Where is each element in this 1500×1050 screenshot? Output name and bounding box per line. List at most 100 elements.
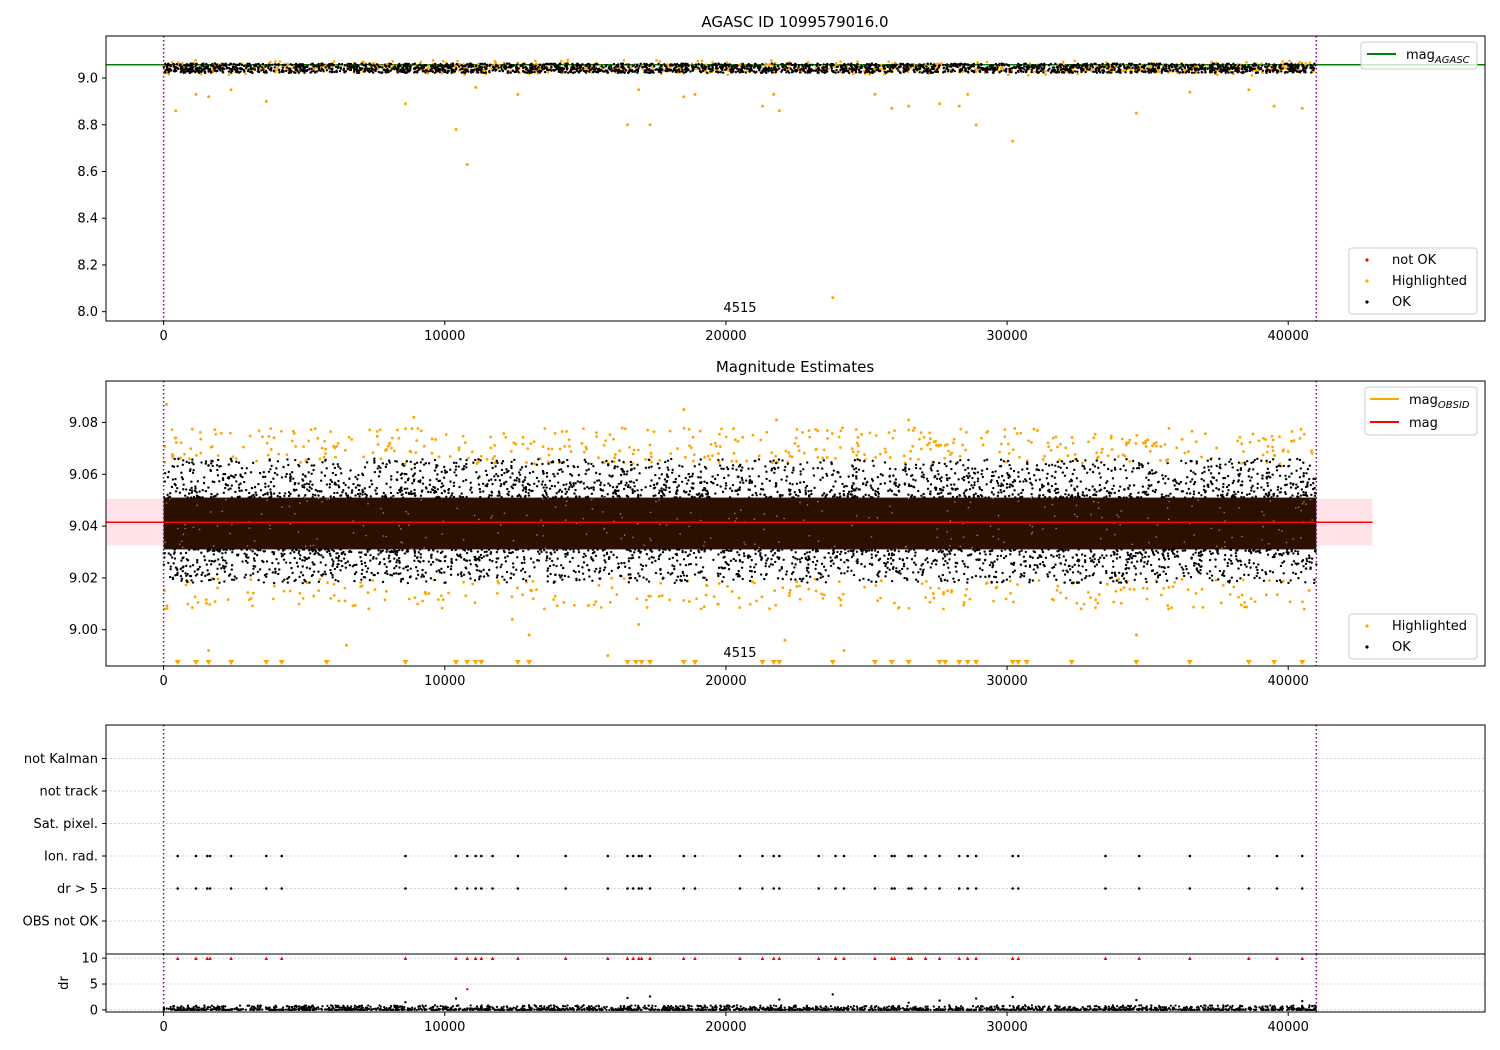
highlighted-point — [696, 59, 700, 63]
ok-point — [623, 67, 626, 70]
ok-point — [699, 70, 703, 74]
ok-point — [404, 64, 408, 67]
ok-point — [790, 63, 793, 67]
ok-point — [1005, 63, 1008, 66]
ok-point — [985, 458, 989, 461]
ok-point — [488, 63, 492, 67]
ok-point — [399, 68, 402, 72]
ok-point — [565, 64, 568, 68]
highlighted-point — [708, 458, 712, 461]
highlighted-point — [774, 603, 778, 607]
ok-point — [721, 580, 724, 583]
ok-point — [1265, 71, 1268, 75]
highlighted-point — [1302, 432, 1306, 436]
ok-point — [1236, 70, 1239, 74]
highlighted-point — [496, 579, 500, 583]
highlighted-point — [1109, 436, 1113, 440]
highlighted-point — [597, 456, 600, 460]
ok-point — [882, 66, 886, 69]
ok-point — [675, 70, 678, 73]
ok-point — [1094, 67, 1097, 71]
highlighted-point — [414, 451, 418, 455]
ok-point — [1024, 478, 1027, 481]
ok-point — [561, 578, 564, 581]
ok-point — [853, 468, 856, 471]
highlighted-point — [531, 597, 535, 601]
highlighted-point — [457, 448, 461, 452]
highlighted-point — [1094, 606, 1097, 610]
ok-point — [212, 495, 215, 498]
ok-point — [962, 464, 965, 467]
highlighted-point — [1051, 436, 1055, 440]
ok-point — [472, 69, 475, 72]
ok-point — [257, 66, 260, 69]
ok-point — [983, 550, 986, 553]
highlighted-point — [251, 604, 254, 608]
ok-point — [246, 62, 249, 66]
highlighted-point — [814, 589, 818, 593]
ok-point — [1054, 464, 1057, 467]
ok-point — [1203, 68, 1207, 71]
ok-point — [210, 70, 213, 74]
highlighted-point — [199, 437, 203, 441]
ok-point — [1135, 560, 1139, 563]
ok-point — [1294, 63, 1297, 66]
ok-point — [1082, 63, 1086, 67]
ok-point — [357, 65, 360, 68]
ok-point — [655, 68, 659, 71]
ok-point — [377, 64, 380, 67]
ok-point — [853, 68, 856, 72]
ok-point — [216, 69, 219, 73]
ok-point — [798, 577, 802, 581]
ok-point — [302, 69, 305, 72]
ok-point — [1144, 70, 1147, 74]
ok-point — [269, 69, 273, 72]
ok-point — [447, 65, 451, 69]
ok-point — [514, 483, 517, 486]
ok-point — [1076, 62, 1080, 66]
highlighted-point — [194, 453, 198, 457]
highlighted-point — [1159, 445, 1163, 448]
highlighted-point — [1256, 69, 1259, 72]
highlighted-point — [1144, 441, 1147, 445]
ok-point — [713, 63, 717, 67]
highlighted-point — [820, 592, 823, 596]
ok-point — [1098, 483, 1101, 487]
ok-point — [505, 480, 508, 484]
ok-point — [959, 70, 962, 73]
highlighted-point — [458, 62, 461, 66]
highlighted-outlier-point — [527, 633, 531, 637]
ok-point — [903, 70, 907, 73]
ok-point — [566, 465, 570, 468]
ok-point — [778, 67, 781, 70]
ok-point — [481, 62, 484, 65]
highlighted-point — [929, 447, 933, 451]
ok-point — [1203, 485, 1206, 488]
ok-point — [643, 70, 646, 74]
ok-point — [243, 480, 246, 484]
estimates-panel: Magnitude Estimates 0 10000 20000 30000 4000… — [69, 358, 1486, 689]
highlighted-point — [1070, 435, 1074, 439]
highlighted-point — [736, 439, 740, 443]
ok-point — [479, 68, 482, 72]
ok-point — [348, 66, 351, 69]
ok-point — [658, 549, 661, 552]
highlighted-point — [1082, 602, 1086, 606]
ok-point — [464, 70, 468, 73]
highlighted-point — [1275, 593, 1279, 597]
ok-point — [183, 494, 187, 497]
ok-point — [1194, 63, 1197, 66]
agasc-x-tick-label: 10000 — [424, 329, 465, 344]
highlighted-point — [350, 438, 354, 441]
agasc-y-tick-label: 8.0 — [77, 305, 98, 320]
ok-point — [1188, 67, 1191, 71]
highlighted-point — [1095, 451, 1099, 455]
ok-point — [1120, 574, 1124, 578]
ok-point — [865, 63, 869, 66]
ok-point — [483, 66, 486, 69]
ok-point — [677, 68, 681, 71]
highlighted-point — [1266, 444, 1270, 448]
ok-point — [1152, 63, 1156, 66]
highlighted-point — [466, 456, 470, 460]
ok-point — [172, 62, 176, 66]
